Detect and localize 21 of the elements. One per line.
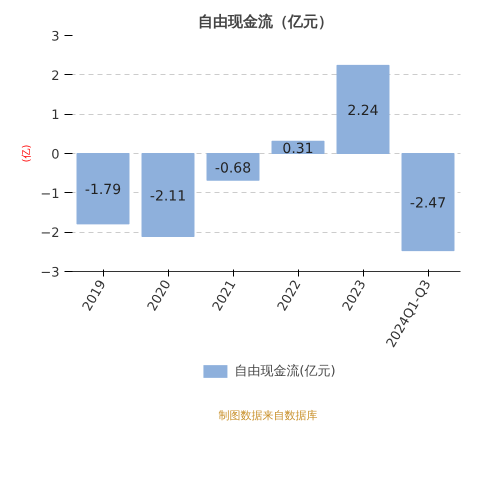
chart-title: 自由现金流（亿元） [198,12,333,30]
bar [402,153,454,252]
data-label: 0.31 [282,140,314,157]
data-label: -2.47 [410,196,446,212]
y-tick-label: −1 [40,186,60,202]
data-label: -1.79 [84,182,122,198]
y-tick-label: −2 [40,226,60,242]
y-axis-title: (亿) [21,144,32,162]
data-label: 2.24 [347,102,379,119]
text: 制图数据来自数据库 [218,409,318,422]
data-label: -0.68 [214,160,252,176]
y-tick-label: 1 [51,108,60,124]
y-tick-label: 2 [51,68,60,84]
data-label: -2.11 [150,188,186,204]
bar [336,64,390,154]
y-tick-label: 0 [51,148,60,162]
bar [76,153,130,224]
bar [142,153,194,237]
y-tick-label: −3 [40,266,60,280]
legend-label: 自由现金流(亿元) [234,363,336,380]
y-tick-label: 3 [51,30,60,44]
